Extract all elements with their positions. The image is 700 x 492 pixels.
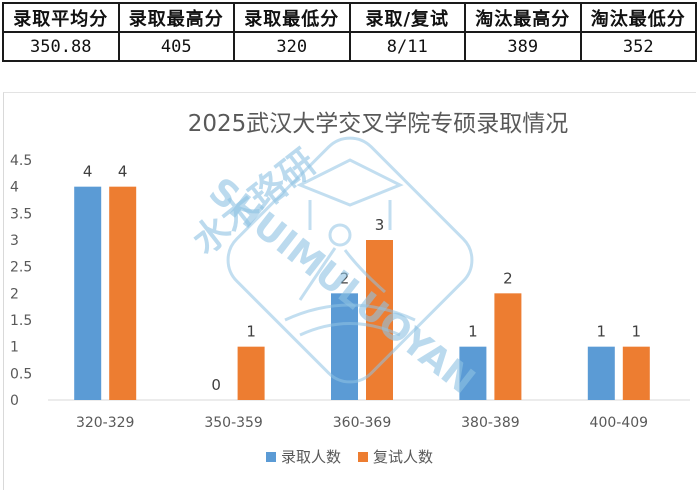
bar-retest	[109, 186, 137, 400]
header-avg-score: 录取平均分	[2, 2, 120, 33]
value-rejected-max: 389	[464, 31, 582, 62]
y-tick-label: 3	[10, 233, 19, 249]
legend-swatch	[266, 452, 276, 462]
header-rejected-min: 淘汰最低分	[579, 2, 697, 33]
value-min-score: 320	[233, 31, 351, 62]
x-tick-label: 380-389	[461, 415, 520, 431]
legend-label: 复试人数	[373, 448, 433, 466]
data-label: 3	[375, 216, 385, 234]
x-tick-label: 350-359	[204, 415, 263, 431]
bar-admitted	[587, 346, 615, 400]
y-axis: 0 0.5 1 1.5 2 2.5 3 3.5 4 4.5	[10, 153, 32, 409]
data-label: 1	[246, 323, 256, 341]
x-axis: 320-329 350-359 360-369 380-389 400-409	[76, 415, 648, 431]
legend-swatch	[358, 452, 368, 462]
x-tick-label: 360-369	[333, 415, 392, 431]
y-tick-label: 2	[10, 286, 19, 302]
data-label: 4	[118, 163, 128, 181]
value-avg-score: 350.88	[2, 31, 120, 62]
data-label: 4	[83, 163, 93, 181]
y-tick-label: 1.5	[10, 313, 32, 329]
chart-frame	[3, 92, 696, 490]
data-label: 0	[211, 376, 221, 394]
value-admit-ratio: 8/11	[348, 31, 466, 62]
x-tick-label: 400-409	[590, 415, 649, 431]
header-admit-ratio: 录取/复试	[348, 2, 466, 33]
bars-group: 4 4 0 1 2 3 1 2 1 1	[74, 163, 650, 400]
legend: 录取人数 复试人数	[266, 448, 433, 466]
bar-admitted	[459, 346, 487, 400]
data-label: 2	[503, 269, 513, 287]
y-tick-label: 3.5	[10, 206, 32, 222]
legend-label: 录取人数	[281, 448, 341, 466]
stats-value-row: 350.88 405 320 8/11 389 352	[2, 31, 697, 62]
y-tick-label: 1	[10, 340, 19, 356]
watermark-logo-icon	[226, 136, 474, 384]
bar-retest	[622, 346, 650, 400]
bar-retest	[237, 346, 265, 400]
y-tick-label: 0.5	[10, 366, 32, 382]
x-tick-label: 320-329	[76, 415, 135, 431]
admission-stats-table: 录取平均分 录取最高分 录取最低分 录取/复试 淘汰最高分 淘汰最低分 350.…	[2, 2, 697, 62]
y-tick-label: 0	[10, 393, 19, 409]
header-rejected-max: 淘汰最高分	[464, 2, 582, 33]
value-rejected-min: 352	[579, 31, 697, 62]
header-min-score: 录取最低分	[233, 2, 351, 33]
data-label: 1	[632, 323, 642, 341]
y-tick-label: 4	[10, 180, 19, 196]
header-max-score: 录取最高分	[117, 2, 235, 33]
stats-header-row: 录取平均分 录取最高分 录取最低分 录取/复试 淘汰最高分 淘汰最低分	[2, 2, 697, 33]
value-max-score: 405	[117, 31, 235, 62]
y-tick-label: 2.5	[10, 260, 32, 276]
data-label: 1	[468, 323, 478, 341]
bar-admitted	[74, 186, 102, 400]
chart-title: 2025武汉大学交叉学院专硕录取情况	[188, 111, 569, 137]
data-label: 1	[597, 323, 607, 341]
data-label: 2	[340, 269, 350, 287]
bar-retest	[494, 293, 522, 400]
y-tick-label: 4.5	[10, 153, 32, 169]
